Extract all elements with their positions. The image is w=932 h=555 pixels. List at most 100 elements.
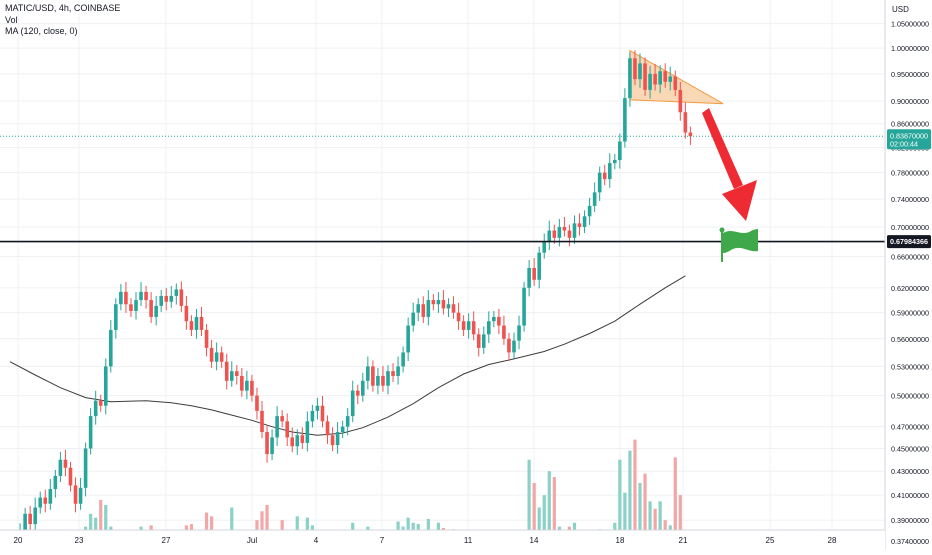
candle-body — [648, 73, 652, 90]
candle-body — [441, 300, 446, 309]
candle-body — [214, 352, 219, 362]
candle-body — [643, 63, 647, 90]
candle-body — [134, 300, 138, 311]
candle-body — [28, 513, 32, 525]
candle-body — [653, 73, 657, 85]
symbol-title[interactable]: MATIC/USD, 4h, COINBASE — [5, 3, 121, 13]
candle — [653, 63, 657, 91]
candle-body — [144, 291, 148, 301]
price-tick-label: 0.90000000 — [891, 97, 929, 106]
candle — [366, 356, 370, 390]
candle — [350, 380, 355, 423]
candle-body — [310, 410, 315, 422]
flag-pole-top — [719, 227, 725, 233]
candle-body — [184, 305, 189, 322]
volume-bar — [552, 477, 556, 530]
volume-bar — [648, 501, 652, 530]
candle — [290, 427, 295, 453]
level-price-label: 0.67984366 — [890, 237, 928, 246]
candle-body — [461, 321, 466, 330]
candle — [315, 397, 320, 420]
candle-body — [451, 304, 456, 313]
candle-body — [567, 230, 572, 238]
candle-body — [527, 267, 531, 288]
candle-body — [436, 300, 441, 305]
candle-body — [179, 289, 184, 306]
candle — [300, 427, 305, 449]
candle-body — [476, 334, 481, 348]
volume-bar — [230, 507, 234, 530]
level-price-badge — [887, 235, 931, 249]
volume-indicator-label[interactable]: Vol — [5, 14, 18, 25]
volume-bar — [678, 495, 682, 530]
price-tick-label: 1.05000000 — [891, 20, 929, 29]
candle-body — [502, 325, 506, 339]
candle — [164, 287, 169, 311]
volume-bar — [99, 500, 103, 530]
candle — [33, 497, 37, 533]
candle-body — [663, 71, 667, 82]
candle — [658, 65, 662, 94]
candle-body — [149, 300, 153, 317]
candle-body — [628, 58, 632, 99]
candle — [154, 295, 158, 326]
candle-body — [315, 405, 320, 411]
volume-bar — [351, 522, 355, 530]
candle-body — [305, 421, 310, 443]
moving-average-label[interactable]: MA (120, close, 0) — [5, 26, 78, 36]
candle-body — [497, 316, 501, 326]
candle-body — [235, 371, 239, 376]
candle — [144, 285, 148, 309]
candle-body — [371, 366, 375, 386]
candle — [386, 365, 390, 395]
volume-bar — [280, 520, 284, 530]
candle — [255, 387, 259, 420]
candle-body — [613, 159, 617, 164]
candle — [169, 286, 174, 308]
candle-body — [340, 426, 345, 433]
volume-bar — [628, 450, 632, 530]
candle — [194, 308, 199, 339]
candle — [618, 133, 622, 169]
volume-bar — [89, 513, 93, 530]
volume-bar — [668, 525, 672, 530]
candle — [587, 197, 592, 225]
candle — [28, 505, 32, 531]
candle-body — [124, 291, 128, 305]
volume-bar — [643, 473, 647, 530]
candle-body — [229, 371, 234, 381]
volume-bar — [638, 483, 642, 530]
candle — [184, 295, 189, 330]
time-tick-label: Jul — [247, 536, 257, 545]
volume-bar — [537, 507, 541, 530]
price-tick-label: 0.59000000 — [891, 309, 929, 318]
candle — [597, 166, 602, 201]
volume-bar — [84, 526, 88, 530]
price-tick-label: 0.62000000 — [891, 284, 929, 293]
candle — [204, 323, 209, 357]
time-tick-label: 20 — [14, 536, 23, 545]
volume-bar — [426, 518, 430, 530]
candle-body — [245, 380, 249, 391]
candle — [592, 182, 597, 212]
candle — [88, 408, 93, 455]
candle — [355, 384, 360, 405]
candle-body — [537, 252, 541, 280]
candle — [567, 224, 572, 247]
candle-body — [345, 416, 350, 427]
candle — [73, 477, 78, 513]
candle-body — [507, 338, 511, 353]
candle — [512, 332, 516, 359]
candle-body — [587, 205, 592, 217]
candle — [562, 217, 567, 237]
candle — [396, 356, 400, 385]
time-tick-label: 11 — [464, 536, 473, 545]
candle-body — [159, 295, 163, 306]
candle-body — [401, 352, 405, 367]
candle-body — [270, 437, 274, 455]
candle-body — [633, 58, 637, 80]
candle-body — [547, 230, 552, 242]
candle-body — [592, 192, 597, 206]
